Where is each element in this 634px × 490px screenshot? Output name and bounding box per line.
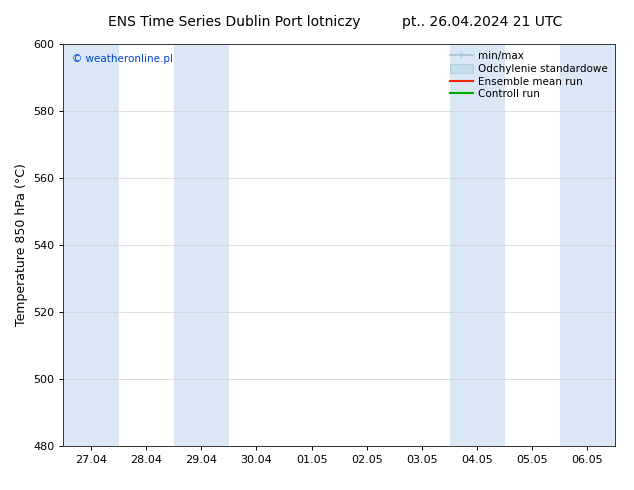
Y-axis label: Temperature 850 hPa (°C): Temperature 850 hPa (°C) (15, 164, 27, 326)
Legend: min/max, Odchylenie standardowe, Ensemble mean run, Controll run: min/max, Odchylenie standardowe, Ensembl… (448, 49, 610, 101)
Text: © weatheronline.pl: © weatheronline.pl (72, 54, 172, 64)
Text: ENS Time Series Dublin Port lotniczy: ENS Time Series Dublin Port lotniczy (108, 15, 361, 29)
Bar (450, 44, 505, 446)
Bar (174, 44, 229, 446)
Text: pt.. 26.04.2024 21 UTC: pt.. 26.04.2024 21 UTC (402, 15, 562, 29)
Bar (560, 44, 615, 446)
Bar (63, 44, 119, 446)
